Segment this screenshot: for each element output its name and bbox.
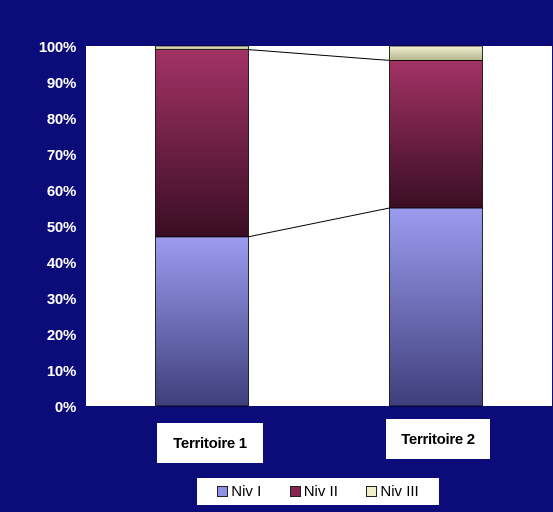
y-tick-label: 40% — [47, 255, 76, 272]
legend-label-niv-iii: Niv III — [380, 483, 419, 500]
category-label-territoire-2: Territoire 2 — [386, 419, 490, 459]
legend-item-niv-i: Niv I — [217, 483, 261, 500]
legend-label-niv-ii: Niv II — [303, 483, 338, 500]
series-line-1 — [248, 207, 390, 238]
y-tick-label: 30% — [47, 291, 76, 308]
bar-segment-niv-i-2 — [389, 207, 483, 407]
y-tick-label: 60% — [47, 183, 76, 200]
bar-segment-niv-i-1 — [155, 236, 249, 407]
series-lines — [248, 49, 390, 238]
bar-segment-niv-iii-1 — [155, 45, 249, 50]
series-line-2 — [248, 49, 390, 61]
category-label-territoire-1: Territoire 1 — [157, 423, 263, 463]
bars — [155, 45, 483, 407]
y-tick-label: 100% — [39, 39, 76, 56]
y-tick-label: 20% — [47, 327, 76, 344]
y-axis: 0% 10% 20% 30% 40% 50% 60% 70% 80% 90% 100% — [39, 39, 76, 416]
legend-item-niv-iii: Niv III — [366, 483, 419, 500]
y-tick-label: 80% — [47, 111, 76, 128]
legend: Niv I Niv II Niv III — [197, 478, 439, 505]
legend-swatch-niv-iii — [366, 486, 378, 497]
legend-swatch-niv-i — [217, 486, 229, 497]
legend-label-niv-i: Niv I — [231, 483, 262, 500]
bar-segment-niv-ii-1 — [155, 49, 249, 238]
y-tick-label: 10% — [47, 363, 76, 380]
legend-swatch-niv-ii — [289, 486, 301, 497]
bar-segment-niv-ii-2 — [389, 60, 483, 209]
legend-item-niv-ii: Niv II — [289, 483, 338, 500]
y-tick-label: 90% — [47, 75, 76, 92]
y-tick-label: 0% — [55, 399, 76, 416]
bar-segment-niv-iii-2 — [389, 45, 483, 61]
y-tick-label: 70% — [47, 147, 76, 164]
y-tick-label: 50% — [47, 219, 76, 236]
